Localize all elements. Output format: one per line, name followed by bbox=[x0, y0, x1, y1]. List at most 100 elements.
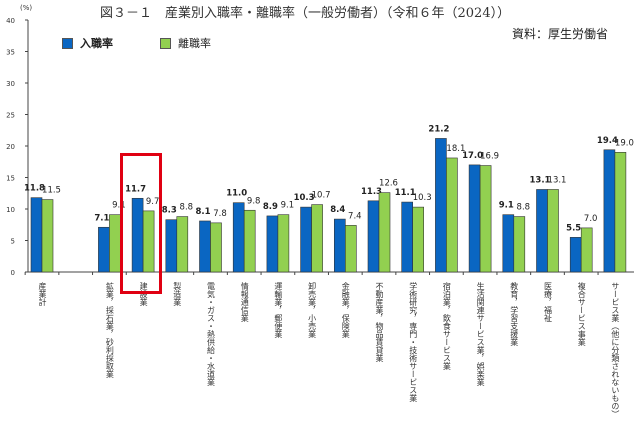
data-label: 8.8 bbox=[180, 203, 194, 213]
data-label: 12.6 bbox=[379, 179, 398, 189]
x-category-label: 卸売業，小売業 bbox=[307, 282, 317, 338]
y-tick-label: 5 bbox=[11, 238, 15, 246]
y-axis-unit: (%) bbox=[20, 4, 33, 12]
bar-hire bbox=[30, 197, 43, 273]
legend-label: 入職率 bbox=[80, 37, 113, 50]
bar-hire bbox=[300, 206, 312, 273]
bar-separation bbox=[176, 216, 189, 273]
bar-separation bbox=[311, 204, 323, 273]
bar-separation bbox=[513, 216, 526, 273]
bar-hire bbox=[536, 189, 548, 273]
data-label: 9.1 bbox=[499, 201, 514, 211]
y-tick-label: 40 bbox=[6, 17, 15, 25]
legend-entry-separation-rate: 離職率 bbox=[160, 35, 211, 51]
legend-label: 離職率 bbox=[178, 37, 211, 50]
data-label: 9.1 bbox=[281, 201, 295, 211]
x-category-label: 不動産業，物品賃貸業 bbox=[375, 282, 384, 362]
bar-separation bbox=[142, 210, 155, 273]
data-label: 11.1 bbox=[395, 188, 416, 198]
y-tick-label: 0 bbox=[11, 269, 15, 277]
legend-swatch-green bbox=[160, 37, 171, 49]
source-note: 資料：厚生労働省 bbox=[512, 27, 609, 41]
data-label: 9.1 bbox=[112, 201, 126, 211]
x-category-label: 複合サービス事業 bbox=[577, 282, 587, 346]
data-label: 18.1 bbox=[446, 144, 465, 154]
data-label: 7.8 bbox=[213, 209, 227, 219]
bar-hire bbox=[435, 138, 447, 273]
bar-separation bbox=[479, 165, 492, 273]
legend-entry-hire-rate: 入職率 bbox=[62, 35, 113, 51]
bar-separation bbox=[446, 157, 458, 273]
bar-hire bbox=[199, 220, 211, 273]
bar-hire bbox=[232, 202, 245, 273]
data-label: 10.3 bbox=[294, 193, 315, 203]
bar-separation bbox=[210, 222, 222, 273]
y-tick-label: 10 bbox=[6, 206, 15, 214]
x-category-label: 学術研究，専門・技術サービス業 bbox=[408, 282, 418, 402]
x-category-label: 電気・ガス・熱供給・水道業 bbox=[206, 282, 216, 386]
data-label: 9.8 bbox=[247, 196, 261, 206]
bar-separation bbox=[243, 209, 256, 273]
bar-separation bbox=[547, 189, 559, 273]
legend-swatch-blue bbox=[62, 37, 73, 49]
bar-separation bbox=[277, 214, 290, 273]
data-label: 10.3 bbox=[413, 193, 432, 203]
bar-separation bbox=[614, 152, 627, 273]
bar-hire bbox=[98, 226, 110, 273]
data-label: 11.3 bbox=[361, 187, 382, 197]
bar-hire bbox=[401, 201, 414, 273]
bar-separation bbox=[41, 199, 54, 273]
data-label: 8.3 bbox=[162, 206, 177, 216]
data-label: 13.1 bbox=[530, 175, 551, 185]
x-category-label: 宿泊業，飲食サービス業 bbox=[442, 282, 452, 370]
bar-hire bbox=[165, 219, 178, 273]
data-label: 9.7 bbox=[146, 197, 160, 207]
data-label: 19.0 bbox=[615, 138, 634, 148]
y-tick-label: 30 bbox=[6, 80, 15, 88]
data-label: 7.0 bbox=[584, 214, 598, 224]
x-category-label: 製造業 bbox=[172, 282, 182, 306]
bar-hire bbox=[468, 164, 481, 273]
data-label: 19.4 bbox=[597, 136, 618, 146]
bar-hire bbox=[367, 200, 380, 273]
bar-hire bbox=[502, 214, 515, 273]
data-label: 13.1 bbox=[548, 175, 567, 185]
data-label: 10.7 bbox=[312, 191, 331, 201]
x-category-label: 情報通信業 bbox=[240, 282, 250, 322]
x-category-label: 教育，学習支援業 bbox=[509, 282, 519, 346]
x-category-label: 産業計 bbox=[38, 282, 47, 306]
data-label: 8.9 bbox=[263, 202, 278, 212]
bar-hire bbox=[569, 237, 582, 273]
y-tick-label: 35 bbox=[6, 49, 15, 57]
data-label: 11.8 bbox=[24, 184, 45, 194]
x-category-label: 金融業，保険業 bbox=[341, 282, 351, 338]
bar-hire bbox=[333, 218, 346, 273]
bar-separation bbox=[109, 214, 121, 273]
highlight-box-construction bbox=[120, 153, 162, 294]
data-label: 7.1 bbox=[94, 213, 109, 223]
x-category-label: 生活関連サービス業，娯楽業 bbox=[476, 282, 486, 386]
y-tick-label: 20 bbox=[6, 143, 15, 151]
y-tick-label: 15 bbox=[6, 175, 15, 183]
bar-separation bbox=[378, 192, 391, 273]
x-category-label: 建設業 bbox=[139, 282, 149, 306]
y-tick-label: 25 bbox=[6, 112, 15, 120]
data-label: 7.4 bbox=[348, 211, 362, 221]
data-label: 11.7 bbox=[125, 184, 146, 194]
bar-hire bbox=[266, 215, 279, 273]
bar-hire bbox=[603, 149, 616, 273]
data-label: 8.1 bbox=[195, 207, 210, 217]
data-label: 16.9 bbox=[480, 152, 499, 162]
bar-separation bbox=[580, 227, 593, 273]
x-category-label: 鉱業，採石業，砂利採取業 bbox=[105, 282, 115, 378]
bar-separation bbox=[344, 225, 357, 273]
data-label: 5.5 bbox=[566, 223, 581, 233]
x-category-label: サービス業（他に分類されないもの） bbox=[610, 282, 620, 418]
data-label: 11.5 bbox=[42, 186, 61, 196]
bar-separation bbox=[412, 206, 425, 273]
data-label: 8.8 bbox=[517, 203, 531, 213]
x-category-label: 医療，福祉 bbox=[543, 282, 553, 322]
x-category-label: 運輸業，郵便業 bbox=[273, 282, 283, 338]
